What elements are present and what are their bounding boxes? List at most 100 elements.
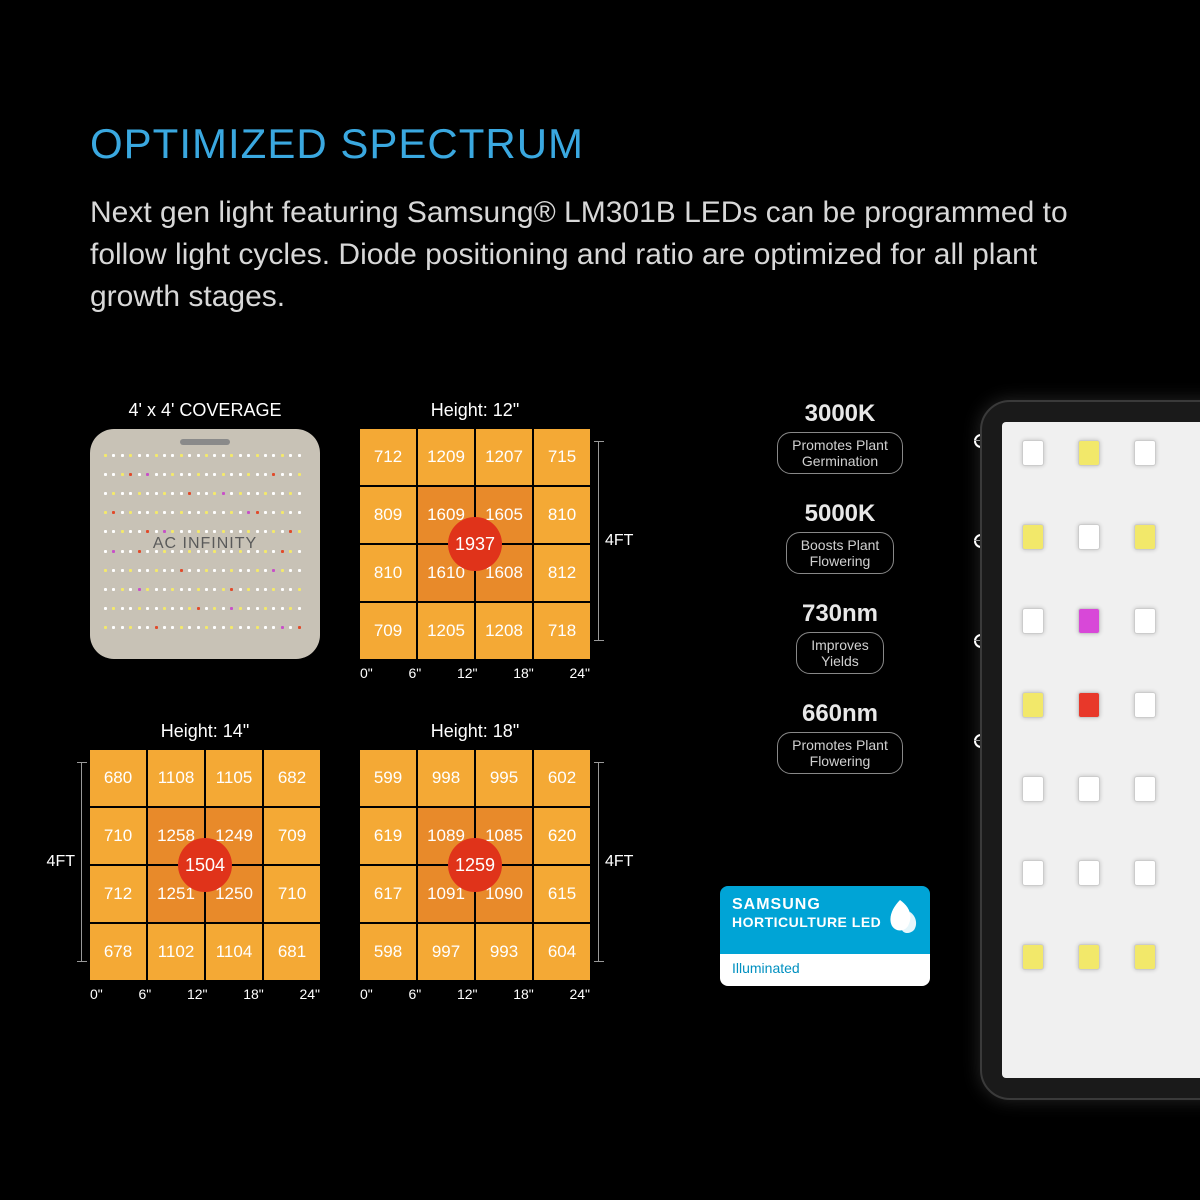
led-dot bbox=[104, 588, 107, 591]
led-dot bbox=[197, 626, 200, 629]
led-dot bbox=[138, 530, 141, 533]
led-dot bbox=[171, 607, 174, 610]
led-dot bbox=[247, 530, 250, 533]
heatmap-cell: 1208 bbox=[476, 603, 532, 659]
led-dot bbox=[281, 626, 284, 629]
led-dot bbox=[180, 607, 183, 610]
led-dot bbox=[121, 530, 124, 533]
led-dot bbox=[138, 492, 141, 495]
led-dot bbox=[256, 473, 259, 476]
led-dot bbox=[112, 626, 115, 629]
led-dot bbox=[272, 607, 275, 610]
led-dot bbox=[289, 530, 292, 533]
heatmap-cell: 712 bbox=[360, 429, 416, 485]
led-chip-icon bbox=[1134, 944, 1156, 970]
led-dot bbox=[171, 492, 174, 495]
led-dot bbox=[247, 626, 250, 629]
led-dot bbox=[146, 454, 149, 457]
dimension-label: 4FT bbox=[598, 762, 633, 962]
led-dot bbox=[205, 473, 208, 476]
led-dot bbox=[104, 530, 107, 533]
led-dot bbox=[129, 473, 132, 476]
heatmap-cell: 620 bbox=[534, 808, 590, 864]
heatmap-cell: 615 bbox=[534, 866, 590, 922]
spectrum-desc: Promotes PlantFlowering bbox=[777, 732, 903, 774]
led-dot bbox=[256, 607, 259, 610]
heatmap-cell: 1104 bbox=[206, 924, 262, 980]
led-row bbox=[1022, 944, 1156, 970]
heatmap: Height: 14"68011081105682710125812497097… bbox=[90, 721, 320, 1002]
led-dot bbox=[205, 569, 208, 572]
heatmap-cell: 680 bbox=[90, 750, 146, 806]
led-dot bbox=[129, 454, 132, 457]
led-dot bbox=[205, 626, 208, 629]
led-dot bbox=[155, 530, 158, 533]
led-dot bbox=[205, 588, 208, 591]
led-dot bbox=[129, 511, 132, 514]
led-dot bbox=[239, 454, 242, 457]
led-dot bbox=[112, 473, 115, 476]
led-dot bbox=[222, 473, 225, 476]
led-dot bbox=[272, 550, 275, 553]
led-dot bbox=[112, 492, 115, 495]
spectrum-item: 5000KBoosts PlantFlowering bbox=[720, 500, 960, 574]
led-dot bbox=[188, 588, 191, 591]
led-dot bbox=[247, 454, 250, 457]
heatmap-center-value: 1504 bbox=[178, 838, 232, 892]
heatmap-center-value: 1937 bbox=[448, 517, 502, 571]
led-chip-icon bbox=[1134, 860, 1156, 886]
panel-brand-label: AC INFINITY bbox=[153, 535, 257, 553]
led-dot bbox=[239, 626, 242, 629]
led-dot bbox=[146, 607, 149, 610]
heatmap-cell: 715 bbox=[534, 429, 590, 485]
led-dot bbox=[272, 511, 275, 514]
led-dot bbox=[256, 588, 259, 591]
led-dot bbox=[272, 569, 275, 572]
led-dot bbox=[180, 492, 183, 495]
led-dot bbox=[256, 626, 259, 629]
heatmap-cell: 682 bbox=[264, 750, 320, 806]
led-dot bbox=[264, 492, 267, 495]
led-dot bbox=[171, 473, 174, 476]
led-dot bbox=[180, 454, 183, 457]
led-dot bbox=[129, 607, 132, 610]
led-dot bbox=[272, 473, 275, 476]
led-dot bbox=[298, 530, 301, 533]
led-dot bbox=[121, 492, 124, 495]
heatmap-cell: 709 bbox=[360, 603, 416, 659]
led-dot bbox=[155, 569, 158, 572]
led-dot bbox=[188, 492, 191, 495]
led-dot bbox=[171, 569, 174, 572]
led-dot bbox=[112, 550, 115, 553]
heatmap-cell: 998 bbox=[418, 750, 474, 806]
axis-ticks: 0"6"12"18"24" bbox=[360, 665, 590, 681]
led-dot bbox=[247, 607, 250, 610]
led-dot bbox=[213, 511, 216, 514]
led-dot bbox=[138, 569, 141, 572]
led-dot bbox=[256, 569, 259, 572]
led-chip-icon bbox=[1134, 608, 1156, 634]
led-dot bbox=[264, 530, 267, 533]
led-chip-icon bbox=[1078, 692, 1100, 718]
heatmap-cell: 619 bbox=[360, 808, 416, 864]
led-dot bbox=[155, 454, 158, 457]
led-chip-icon bbox=[1078, 524, 1100, 550]
led-dot bbox=[289, 588, 292, 591]
led-dot bbox=[222, 607, 225, 610]
heatmap-title: Height: 14" bbox=[90, 721, 320, 742]
led-dot bbox=[138, 454, 141, 457]
led-dot bbox=[188, 626, 191, 629]
led-dot bbox=[163, 607, 166, 610]
spectrum-title: 5000K bbox=[720, 500, 960, 528]
led-dot bbox=[112, 607, 115, 610]
led-dot bbox=[213, 588, 216, 591]
led-dot bbox=[205, 607, 208, 610]
led-dot bbox=[298, 473, 301, 476]
spectrum-item: 3000KPromotes PlantGermination bbox=[720, 400, 960, 474]
led-dot bbox=[197, 607, 200, 610]
led-dot bbox=[239, 607, 242, 610]
led-dot bbox=[163, 569, 166, 572]
led-dot bbox=[230, 530, 233, 533]
led-dot bbox=[239, 530, 242, 533]
led-dot bbox=[163, 626, 166, 629]
